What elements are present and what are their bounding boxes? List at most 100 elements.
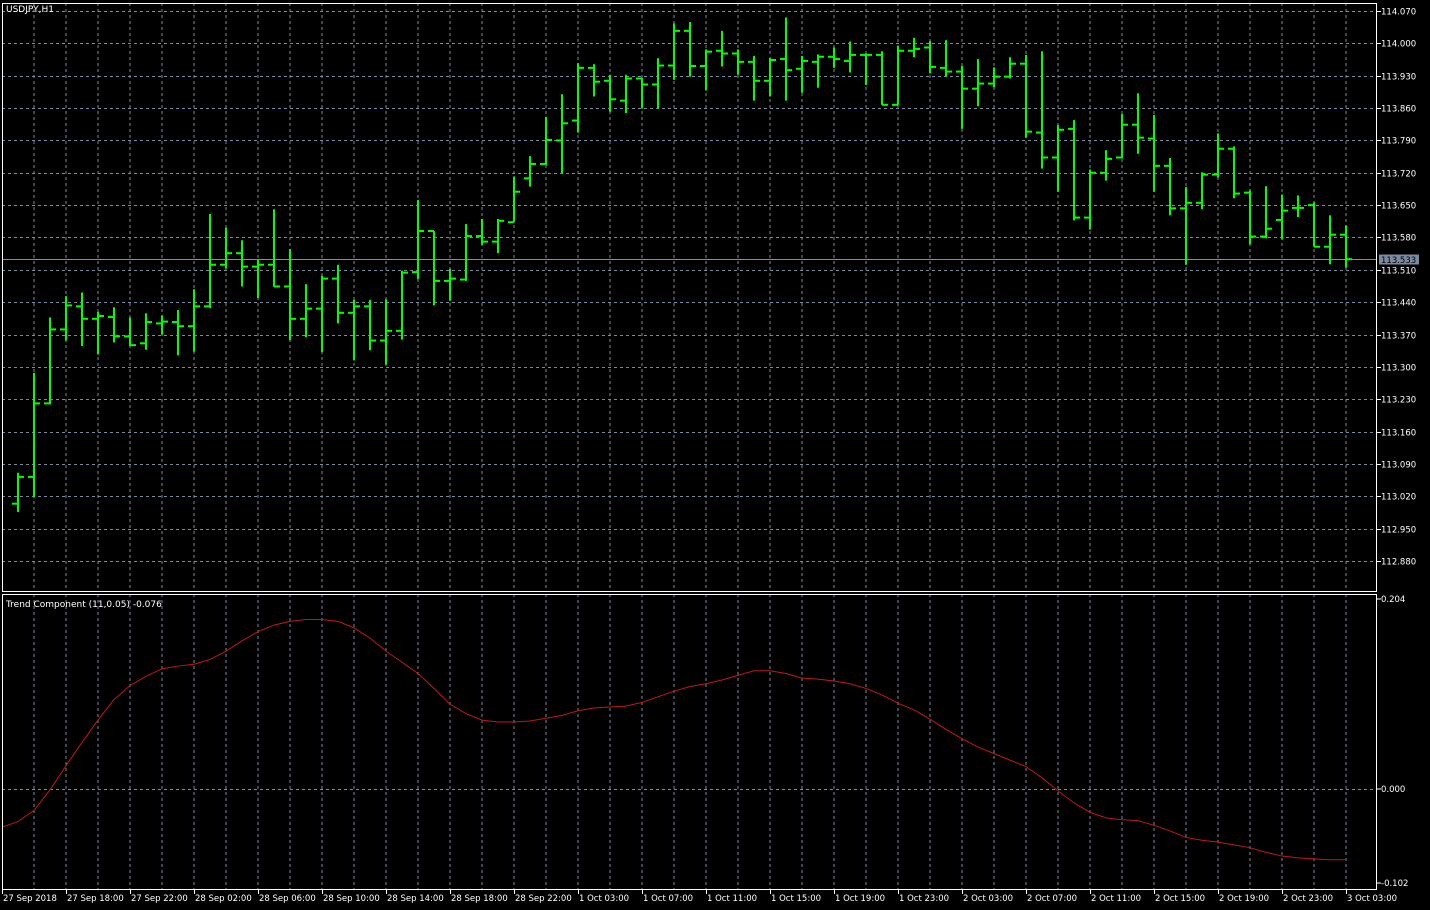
time-axis-label: 1 Oct 23:00 [899, 894, 949, 904]
time-axis-label: 27 Sep 18:00 [67, 894, 124, 904]
price-axis-label: 112.880 [1381, 558, 1416, 568]
ohlc-bar [1020, 54, 1032, 138]
indicator-axis-label: -0.102 [1381, 879, 1408, 889]
time-axis-label: 28 Sep 18:00 [451, 894, 508, 904]
time-axis-label: 28 Sep 06:00 [259, 894, 316, 904]
price-axis-label: 112.950 [1381, 526, 1416, 536]
indicator-pane [1, 618, 1346, 861]
price-axis-label: 113.160 [1381, 429, 1416, 439]
ohlc-bar [828, 47, 840, 68]
ohlc-bar [156, 315, 168, 335]
ohlc-bar [1260, 186, 1272, 239]
ohlc-bar [1276, 194, 1288, 240]
time-axis-label: 2 Oct 11:00 [1091, 894, 1141, 904]
ohlc-bar [732, 49, 744, 75]
ohlc-bar [1052, 125, 1064, 192]
ohlc-bar [220, 227, 232, 269]
ohlc-bar [1180, 187, 1192, 265]
indicator-title: Trend Component (11,0.05) -0.076 [5, 600, 162, 610]
ohlc-bar [556, 94, 568, 174]
grid [2, 3, 1377, 889]
time-axis-label: 2 Oct 07:00 [1027, 894, 1077, 904]
time-axis-label: 1 Oct 19:00 [835, 894, 885, 904]
price-axis-label: 114.070 [1381, 8, 1416, 18]
price-axis-label: 113.510 [1381, 267, 1416, 277]
ohlc-bar [1196, 172, 1208, 210]
time-axis-label: 27 Sep 2018 [3, 894, 57, 904]
time-axis-label: 28 Sep 22:00 [515, 894, 572, 904]
ohlc-bar [492, 218, 504, 254]
time-axis-label: 2 Oct 23:00 [1283, 894, 1333, 904]
ohlc-bar [908, 37, 920, 58]
ohlc-bar [988, 67, 1000, 88]
time-axis-label: 1 Oct 07:00 [643, 894, 693, 904]
price-axis-label: 113.300 [1381, 364, 1416, 374]
ohlc-bar [588, 64, 600, 97]
ohlc-bar [1132, 93, 1144, 154]
ohlc-bar [92, 311, 104, 355]
ohlc-bar [460, 224, 472, 281]
main-pane-border [2, 3, 1377, 592]
ohlc-bar [1036, 51, 1048, 169]
ohlc-bar [892, 46, 904, 106]
ohlc-bar [268, 209, 280, 288]
ohlc-bar [508, 176, 520, 224]
ohlc-bar [380, 299, 392, 365]
time-axis-label: 2 Oct 03:00 [963, 894, 1013, 904]
ohlc-bar [1004, 57, 1016, 79]
ohlc-bar [924, 41, 936, 74]
ohlc-bar [540, 116, 552, 165]
ohlc-bar [396, 270, 408, 340]
time-axis-label: 1 Oct 03:00 [579, 894, 629, 904]
ohlc-bar [316, 275, 328, 353]
ohlc-bar [940, 40, 952, 77]
price-axis-label: 113.860 [1381, 105, 1416, 115]
ohlc-bar [524, 156, 536, 187]
chart-frame [2, 3, 1377, 890]
price-axis-label: 114.000 [1381, 40, 1416, 50]
ohlc-bar [668, 23, 680, 80]
ohlc-bar [572, 63, 584, 133]
ohlc-bar [1164, 157, 1176, 216]
ohlc-bar [124, 317, 136, 347]
ohlc-bar [188, 289, 200, 352]
price-axis-label: 113.720 [1381, 170, 1416, 180]
ohlc-bar [716, 30, 728, 67]
time-axis-label: 1 Oct 15:00 [771, 894, 821, 904]
price-bars [2, 17, 1377, 513]
price-axis-label: 113.370 [1381, 332, 1416, 342]
ohlc-bar [1292, 195, 1304, 218]
ohlc-bar [700, 49, 712, 91]
trend-component-line [1, 618, 1346, 861]
ohlc-bar [204, 213, 216, 309]
ohlc-bar [1308, 202, 1320, 248]
ohlc-bar [652, 58, 664, 109]
ohlc-bar [444, 268, 456, 301]
bid-price-label-bg [1379, 254, 1419, 265]
ohlc-bar [620, 74, 632, 114]
ohlc-bar [604, 74, 616, 112]
indicator-axis-label: 0.000 [1381, 785, 1405, 795]
ohlc-bar [812, 54, 824, 88]
ohlc-bar [1084, 169, 1096, 230]
ohlc-bar [364, 299, 376, 351]
time-axis-label: 1 Oct 11:00 [707, 894, 757, 904]
bid-price-label: 113.533 [1381, 256, 1416, 266]
indicator-pane-border [2, 594, 1377, 890]
ohlc-bar [636, 77, 648, 109]
ohlc-bar [876, 51, 888, 106]
ohlc-bar [1212, 133, 1224, 178]
indicator-axis-label: 0.204 [1381, 595, 1405, 605]
ohlc-bar [172, 310, 184, 356]
ohlc-bar [780, 17, 792, 101]
ohlc-bar [60, 296, 72, 341]
ohlc-bar [1100, 150, 1112, 181]
ohlc-bar [796, 55, 808, 93]
price-axis-label: 113.650 [1381, 202, 1416, 212]
time-axis-label: 2 Oct 19:00 [1219, 894, 1269, 904]
time-axis-label: 28 Sep 10:00 [323, 894, 380, 904]
ohlc-bar [300, 284, 312, 338]
price-axis-label: 113.440 [1381, 299, 1416, 309]
ohlc-bar [44, 317, 56, 405]
